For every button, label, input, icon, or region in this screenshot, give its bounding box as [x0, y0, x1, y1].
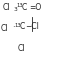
- Text: C: C: [20, 22, 25, 31]
- Text: 13: 13: [16, 3, 23, 8]
- Text: Cl: Cl: [1, 24, 8, 33]
- Text: =O: =O: [29, 3, 41, 12]
- Text: −Cl: −Cl: [25, 22, 39, 31]
- Text: ·: ·: [12, 23, 15, 32]
- Text: Cl: Cl: [18, 44, 25, 53]
- Text: 3: 3: [14, 7, 18, 12]
- Text: Cl: Cl: [3, 3, 10, 12]
- Text: 13: 13: [14, 23, 21, 28]
- Text: C: C: [22, 3, 27, 12]
